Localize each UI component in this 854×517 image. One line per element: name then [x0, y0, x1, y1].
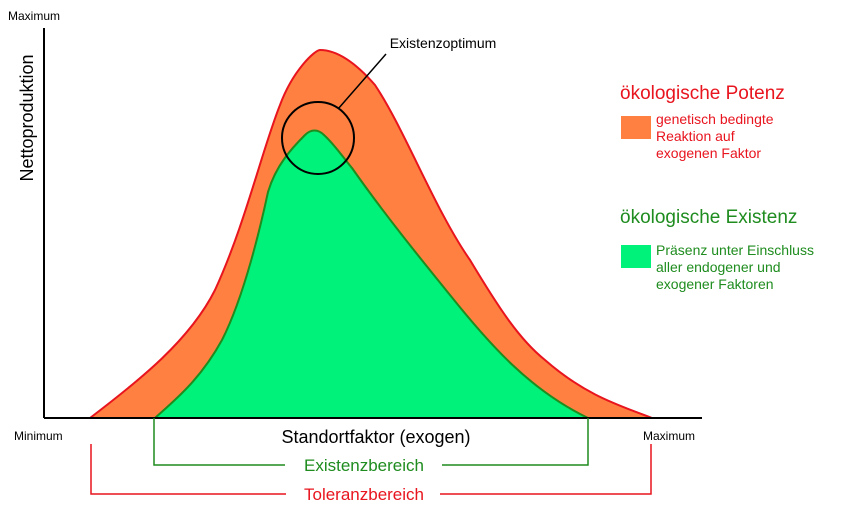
legend-potenz-description: genetisch bedingte Reaktion auf exogenen… [656, 111, 774, 162]
y-axis-max-label: Maximum [8, 9, 60, 23]
legend-potenz-line: genetisch bedingte [656, 111, 774, 127]
y-axis-title: Nettoproduktion [17, 54, 37, 181]
tolerance-range-label: Toleranzbereich [304, 485, 424, 504]
optimum-circle [281, 101, 355, 175]
legend-existenz-line: exogener Faktoren [656, 276, 774, 292]
legend-potenz-line: Reaktion auf [656, 128, 735, 144]
legend-existenz-description: Präsenz unter Einschluss aller endogener… [656, 242, 814, 293]
legend-potenz-line: exogenen Faktor [656, 145, 762, 161]
legend-existenz-line: Präsenz unter Einschluss [656, 242, 814, 258]
existence-range-bracket [153, 418, 589, 466]
existence-range-label: Existenzbereich [304, 456, 424, 475]
x-axis-max-label: Maximum [643, 429, 695, 443]
existenz-curve [152, 129, 589, 419]
legend-existenz-swatch [621, 245, 651, 268]
optimum-leader-line [337, 53, 387, 110]
legend-existenz-line: aller endogener und [656, 259, 781, 275]
x-axis-title: Standortfaktor (exogen) [281, 427, 470, 447]
x-axis-min-label: Minimum [14, 429, 63, 443]
optimum-label: Existenzoptimum [390, 35, 497, 51]
legend-potenz-title: ökologische Potenz [620, 83, 785, 104]
legend-existenz-title: ökologische Existenz [620, 207, 798, 228]
tolerance-range-bracket [90, 444, 652, 495]
legend-potenz-swatch [621, 116, 651, 139]
